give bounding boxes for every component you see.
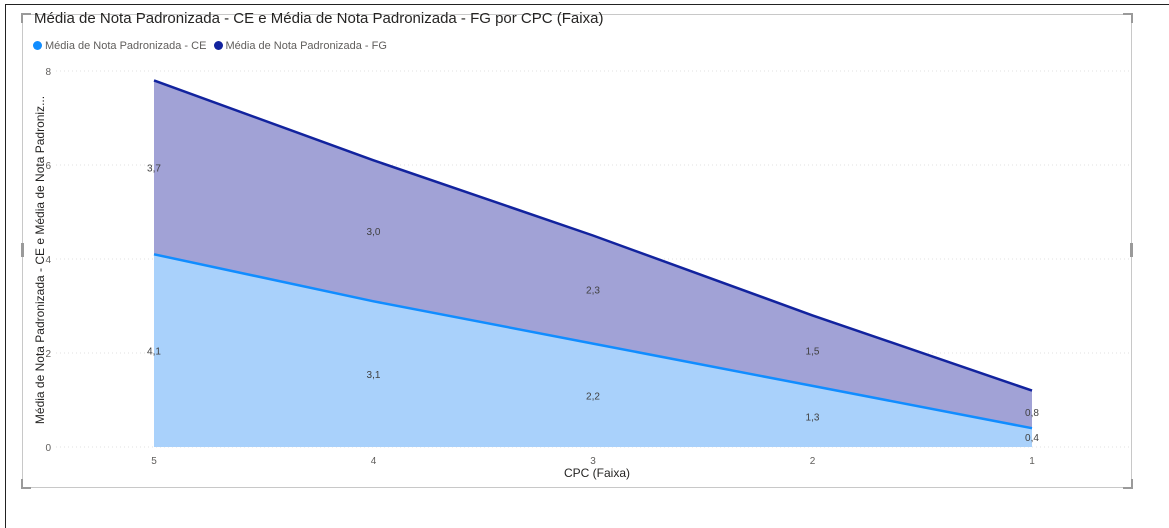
chart-title: Média de Nota Padronizada - CE e Média d…	[34, 10, 604, 27]
corner-top-right	[1123, 13, 1133, 23]
chart-visual-container[interactable]	[21, 13, 1133, 489]
resize-handle-right[interactable]	[1130, 243, 1133, 257]
resize-handle-left[interactable]	[21, 243, 24, 257]
legend-marker-ce	[33, 41, 42, 50]
legend-label-ce: Média de Nota Padronizada - CE	[45, 40, 207, 52]
corner-bottom-right	[1123, 479, 1133, 489]
corner-bottom-left	[21, 479, 31, 489]
legend-marker-fg	[213, 41, 223, 50]
legend-label-fg: Média de Nota Padronizada - FG	[225, 40, 387, 52]
legend-item-fg[interactable]: Média de Nota Padronizada - FG	[213, 40, 387, 52]
corner-top-left	[21, 13, 31, 23]
chart-legend: Média de Nota Padronizada - CE Média de …	[33, 40, 391, 52]
outer-frame	[5, 4, 1169, 528]
legend-item-ce[interactable]: Média de Nota Padronizada - CE	[33, 40, 206, 52]
